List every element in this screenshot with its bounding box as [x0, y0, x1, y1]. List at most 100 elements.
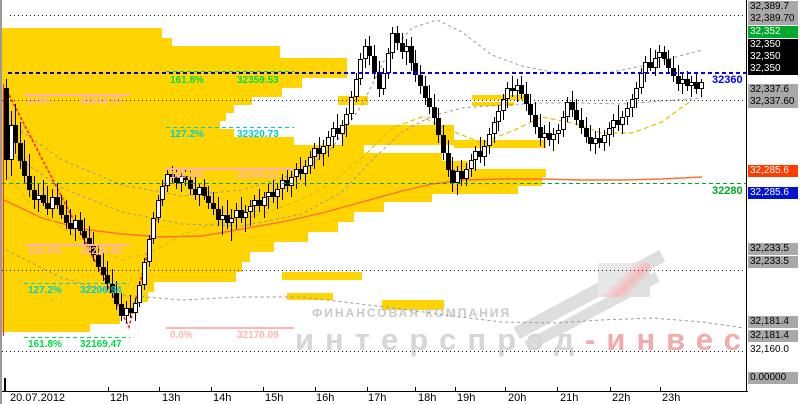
candle [326, 131, 331, 157]
volume-profile-bar [2, 145, 364, 153]
candle-body [50, 197, 55, 209]
candle-body [312, 148, 317, 157]
candle-wick [66, 200, 67, 229]
candle-wick [29, 154, 30, 197]
candle-body [36, 195, 41, 200]
candle-body [82, 231, 87, 238]
candle [441, 125, 446, 160]
candle-body [156, 200, 161, 218]
fib-percent-label: 100.0% [170, 170, 204, 181]
candle-body [78, 220, 83, 231]
candle [156, 195, 161, 223]
volume-profile-bar [2, 129, 234, 137]
candle [464, 163, 469, 186]
candle [202, 179, 207, 200]
candle [607, 122, 612, 146]
candle [482, 140, 487, 166]
volume-profile-bar [2, 314, 120, 324]
candle [496, 105, 501, 131]
volume-profile-bar [2, 222, 338, 232]
candle [561, 111, 566, 137]
fib-value-label: 32206.94 [80, 285, 122, 296]
price-label[interactable]: 32,352 [748, 26, 798, 38]
candle [538, 114, 543, 146]
candle [275, 183, 280, 209]
candle-wick [245, 205, 246, 232]
candle [423, 76, 428, 105]
candle [367, 36, 372, 65]
price-label[interactable]: 0.00000 [748, 372, 798, 384]
axis-tick [557, 387, 558, 391]
candle-body [427, 98, 432, 107]
candle-body [533, 115, 538, 127]
candle [211, 192, 216, 215]
candle-body [680, 79, 685, 84]
hour-label: 15h [265, 392, 284, 404]
price-label[interactable]: 32,389.70 [748, 13, 798, 25]
price-label[interactable]: 32,350 [748, 39, 798, 51]
level-line [2, 183, 746, 184]
price-label[interactable]: 32,233.5 [748, 243, 798, 255]
candle [266, 183, 271, 209]
candle [91, 232, 96, 261]
candle-body [510, 88, 515, 91]
candle-body [542, 133, 547, 138]
candle-body [289, 177, 294, 186]
candle-body [211, 203, 216, 209]
candle-body [170, 174, 175, 177]
volume-profile-bar [2, 137, 294, 145]
price-label[interactable]: 32,337.60 [748, 96, 798, 108]
candle [519, 76, 524, 99]
price-label[interactable]: 32,350 [748, 63, 798, 75]
volume-profile-bar [2, 121, 220, 129]
fib-value-label: 32290.23 [237, 170, 279, 181]
candle-body [423, 86, 428, 98]
candle [234, 203, 239, 229]
candle-body [142, 262, 147, 285]
candle [694, 73, 699, 94]
price-label[interactable]: 32,160.0 [750, 344, 789, 355]
candle-body [308, 157, 313, 166]
volume-profile-bar [2, 153, 442, 161]
price-label[interactable]: 32,285.6 [748, 187, 798, 199]
price-label[interactable]: 32,389.7 [748, 1, 798, 13]
candle-body [551, 134, 556, 140]
axis-tick [610, 387, 611, 391]
level-line [2, 270, 746, 271]
volume-profile-bar [2, 177, 542, 186]
candle-body [275, 189, 280, 197]
fib-line [166, 168, 294, 170]
candle [280, 174, 285, 200]
candle-body [137, 285, 142, 303]
session-start-line [3, 84, 4, 336]
candle-wick [195, 177, 196, 200]
candle-body [183, 176, 188, 180]
candle-body [59, 205, 64, 215]
hour-label: 21h [560, 392, 579, 404]
price-label[interactable]: 32,181.4 [748, 316, 798, 328]
candle [64, 200, 69, 229]
candle [308, 151, 313, 174]
candle-body [257, 200, 262, 206]
lower-band-line [5, 249, 745, 329]
price-label[interactable]: 32,233.5 [748, 256, 798, 268]
chart-plot-area[interactable]: ФИНАНСОВАЯ КОМПАНИЯ интерспрэд-инвест 32… [2, 0, 746, 391]
candle [630, 94, 635, 117]
price-label[interactable]: 32,285.6 [748, 165, 798, 177]
candle-wick [103, 252, 104, 281]
price-label[interactable]: 32,181.4 [748, 330, 798, 342]
candle [432, 94, 437, 125]
price-label[interactable]: 32,337.6 [748, 84, 798, 96]
candle-wick [273, 180, 274, 203]
candle [45, 186, 50, 215]
price-label[interactable]: 32,350 [748, 51, 798, 63]
candle [390, 27, 395, 59]
orange-ma-line [3, 176, 703, 238]
candle-body [653, 58, 658, 68]
candle-body [229, 218, 234, 223]
candle-body [73, 220, 78, 229]
candle [216, 197, 221, 226]
axis-tick [263, 387, 264, 391]
candle-body [436, 118, 441, 135]
fib-percent-label: 0.0% [28, 96, 51, 107]
